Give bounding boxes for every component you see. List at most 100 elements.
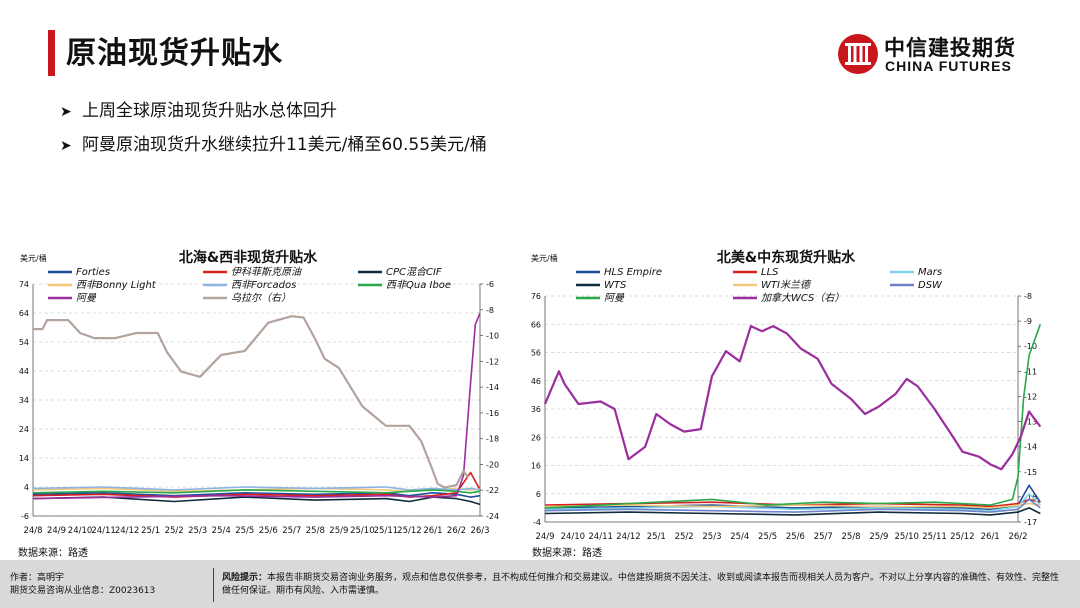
y-right-tick-label: -24	[486, 512, 499, 521]
legend-label: CPC混合CIF	[386, 266, 442, 278]
series-line	[32, 486, 481, 491]
logo-emblem-icon	[838, 34, 878, 74]
y-right-tick-label: -16	[486, 409, 499, 418]
y-axis-unit-label: 美元/桶	[531, 253, 558, 263]
risk-text: 本报告非期货交易咨询业务服务，观点和信息仅供参考，且不构成任何推介和交易建议。中…	[222, 573, 1060, 596]
x-tick-label: 25/11	[374, 526, 399, 536]
y-tick-label: 14	[19, 454, 29, 463]
risk-label: 风险提示：	[222, 573, 268, 583]
y-right-tick-label: -20	[486, 460, 499, 469]
x-tick-label: 25/12	[950, 532, 975, 542]
author-license: 期货交易咨询从业信息：Z0023613	[10, 586, 156, 596]
y-tick-label: -4	[533, 518, 541, 527]
y-tick-label: 46	[531, 377, 541, 386]
y-tick-label: 6	[536, 490, 541, 499]
logo-chinese-text: 中信建投期货	[884, 36, 1016, 60]
y-tick-label: 4	[24, 483, 29, 492]
y-right-tick-label: -9	[1024, 317, 1032, 326]
y-right-tick-label: -12	[1024, 392, 1037, 401]
x-tick-label: 24/9	[535, 532, 554, 542]
legend-label: 西非Bonny Light	[76, 279, 157, 291]
x-tick-label: 25/7	[282, 526, 301, 536]
y-right-tick-label: -15	[1024, 468, 1037, 477]
x-tick-label: 26/3	[470, 526, 489, 536]
y-axis-unit-label: 美元/桶	[20, 253, 47, 263]
x-tick-label: 25/8	[306, 526, 325, 536]
legend-label: Mars	[918, 267, 942, 278]
series-line	[543, 324, 1042, 471]
y-tick-label: -6	[21, 512, 29, 521]
x-tick-label: 25/3	[188, 526, 207, 536]
bullet-item: ➤ 上周全球原油现货升贴水总体回升	[60, 96, 337, 121]
x-tick-label: 25/11	[922, 532, 947, 542]
y-tick-label: 64	[19, 309, 29, 318]
y-tick-label: 74	[19, 280, 29, 289]
chart-title: 北美&中东现货升贴水	[717, 249, 856, 266]
x-tick-label: 24/10	[68, 526, 93, 536]
chart-title: 北海&西非现货升贴水	[179, 249, 318, 266]
y-tick-label: 56	[531, 349, 541, 358]
chart-svg: 北海&西非现货升贴水 美元/桶 -6 4 14 24 34 44 54 64 74 -24 -22 -20…	[19, 249, 499, 536]
legend-label: 阿曼	[76, 292, 97, 304]
x-tick-label: 25/7	[814, 532, 833, 542]
x-tick-label: 26/2	[1008, 532, 1027, 542]
legend-label: 阿曼	[604, 292, 625, 304]
x-tick-label: 24/8	[23, 526, 42, 536]
x-tick-label: 26/1	[981, 532, 1000, 542]
x-tick-label: 24/12	[616, 532, 641, 542]
x-tick-label: 25/9	[869, 532, 888, 542]
series-line	[33, 315, 470, 489]
x-tick-label: 25/5	[758, 532, 777, 542]
series-line	[32, 312, 481, 500]
y-right-tick-label: -16	[1024, 493, 1037, 502]
page-title: 原油现货升贴水	[66, 36, 283, 71]
x-tick-label: 26/2	[447, 526, 466, 536]
legend-label: 乌拉尔（右）	[231, 292, 291, 304]
y-tick-label: 34	[19, 396, 29, 405]
y-tick-label: 16	[531, 462, 541, 471]
legend-label: DSW	[918, 280, 943, 291]
legend-label: LLS	[761, 267, 779, 278]
chart-north-america-middle-east: 北美&中东现货升贴水 美元/桶 -4 6 16 26 36 46 56 66 76 -17 -16 -15…	[528, 240, 1043, 545]
x-tick-label: 25/2	[165, 526, 184, 536]
x-tick-label: 24/10	[561, 532, 586, 542]
y-tick-label: 66	[531, 320, 541, 329]
y-right-tick-label: -14	[1024, 443, 1037, 452]
x-tick-label: 25/6	[259, 526, 278, 536]
x-tick-label: 25/5	[235, 526, 254, 536]
legend-label: 西非Qua Iboe	[386, 279, 451, 291]
legend-label: 加拿大WCS（右）	[761, 292, 844, 304]
bullet-text: 上周全球原油现货升贴水总体回升	[82, 101, 337, 121]
bullet-arrow-icon: ➤	[60, 104, 72, 120]
y-right-tick-label: -14	[486, 383, 499, 392]
y-right-tick-label: -10	[486, 332, 499, 341]
series-line	[544, 498, 1041, 513]
legend-label: 西非Forcados	[231, 279, 296, 291]
y-tick-label: 44	[19, 367, 29, 376]
legend-label: WTI米兰德	[761, 279, 812, 291]
y-right-tick-label: -22	[486, 486, 499, 495]
y-right-tick-label: -6	[486, 280, 494, 289]
x-tick-label: 24/9	[47, 526, 66, 536]
x-tick-label: 25/2	[675, 532, 694, 542]
author-name: 作者：高明宇	[10, 573, 65, 583]
x-tick-label: 24/12	[115, 526, 140, 536]
y-tick-label: 76	[531, 292, 541, 301]
x-tick-label: 25/9	[329, 526, 348, 536]
y-right-tick-label: -12	[486, 357, 499, 366]
x-tick-label: 25/4	[212, 526, 231, 536]
footer-divider	[213, 568, 214, 602]
chart-svg: 北美&中东现货升贴水 美元/桶 -4 6 16 26 36 46 56 66 76 -17 -16 -15…	[531, 249, 1042, 542]
series-line	[544, 493, 1041, 512]
series-line	[544, 507, 1041, 516]
logo-english-text: CHINA FUTURES	[885, 58, 1012, 74]
x-tick-label: 26/1	[423, 526, 442, 536]
series-line	[544, 498, 1041, 508]
legend-label: 伊科菲斯克原油	[231, 266, 302, 278]
y-tick-label: 54	[19, 338, 29, 347]
legend-label: Forties	[76, 267, 110, 278]
footer: 作者：高明宇 期货交易咨询从业信息：Z0023613 风险提示：本报告非期货交易…	[0, 560, 1080, 608]
series-line	[544, 324, 1042, 509]
x-tick-label: 25/1	[141, 526, 160, 536]
bullet-text: 阿曼原油现货升水继续拉升11美元/桶至60.55美元/桶	[82, 135, 487, 155]
